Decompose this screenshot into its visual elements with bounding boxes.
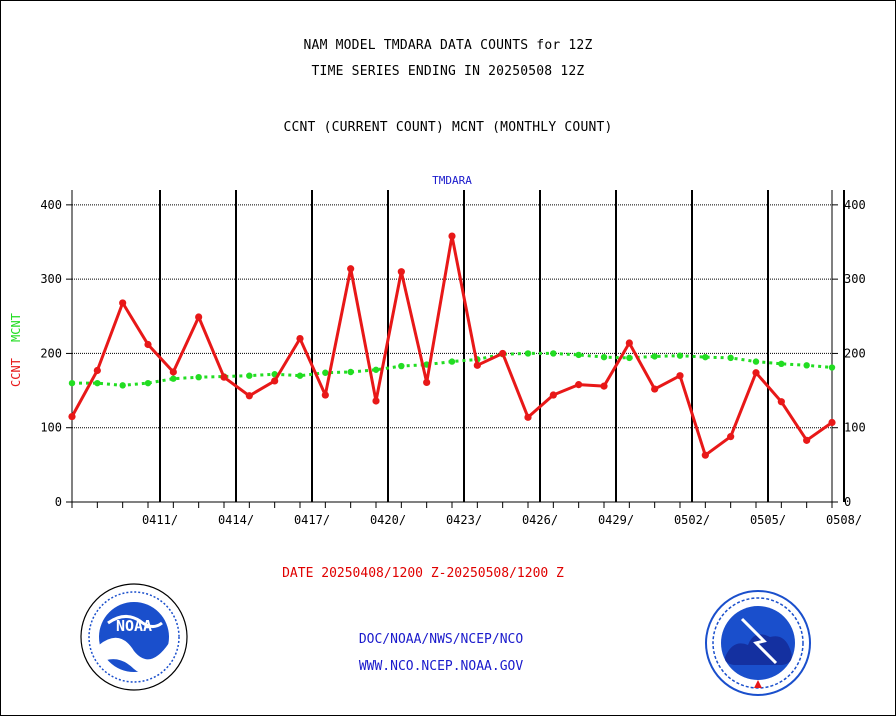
data-point-mcnt [828,364,836,371]
data-point-ccnt [828,418,836,427]
data-point-mcnt [347,368,354,376]
data-point-mcnt [575,351,582,359]
data-point-ccnt [701,451,709,459]
data-point-mcnt [195,374,202,381]
x-tick-label: 0426/ [522,513,558,527]
data-point-mcnt [752,358,760,365]
nws-logo-icon [704,589,812,697]
data-point-mcnt [246,372,253,379]
data-point-mcnt [626,354,633,362]
y-tick-label-right: 0 [844,495,851,509]
header-title-line3: CCNT (CURRENT COUNT) MCNT (MONTHLY COUNT… [283,120,613,135]
y-tick-label-left: 300 [40,272,62,286]
data-point-ccnt [93,366,101,375]
data-point-ccnt [245,392,253,400]
header-title-line1: NAM MODEL TMDARA DATA COUNTS for 12Z [303,38,593,53]
series-line-ccnt [70,234,833,457]
data-point-ccnt [575,381,583,389]
data-point-mcnt [448,358,456,365]
y-axis-label-ccnt: CCNT [9,358,23,387]
data-point-mcnt [727,354,734,362]
data-point-ccnt [676,372,684,380]
data-point-ccnt [220,373,228,381]
header-title-line2: TIME SERIES ENDING IN 20250508 12Z [311,64,585,79]
data-point-ccnt [296,334,304,343]
data-point-mcnt [550,350,557,357]
data-point-mcnt [119,382,126,389]
data-point-ccnt [144,340,152,349]
data-point-ccnt [549,391,557,399]
data-point-ccnt [752,369,760,377]
data-point-ccnt [777,398,785,406]
y-tick-label-right: 300 [844,272,866,286]
data-point-mcnt [702,353,709,361]
data-point-ccnt [169,368,177,376]
data-point-ccnt [625,339,633,347]
y-axis-label-mcnt: MCNT [9,313,23,342]
data-point-mcnt [524,350,532,357]
data-point-mcnt [778,360,785,368]
data-point-mcnt [803,362,810,369]
y-tick-label-right: 200 [844,346,866,360]
data-point-mcnt [68,379,76,387]
x-tick-label: 0429/ [598,513,634,527]
y-tick-label-left: 0 [55,495,62,509]
data-point-ccnt [499,349,507,358]
y-tick-label-left: 200 [40,346,62,360]
data-point-mcnt [296,372,304,379]
x-tick-label: 0505/ [750,513,786,527]
footer-link-website[interactable]: WWW.NCO.NCEP.NOAA.GOV [358,659,524,674]
x-tick-label: 0417/ [294,513,330,527]
data-point-ccnt [423,378,431,386]
footer-link-doc[interactable]: DOC/NOAA/NWS/NCEP/NCO [358,632,524,647]
data-point-ccnt [524,413,532,421]
series-line-mcnt [72,351,833,387]
x-tick-label: 0423/ [446,513,482,527]
noaa-logo-text: NOAA [116,617,152,635]
data-point-mcnt [398,362,405,370]
data-point-ccnt [803,436,811,444]
data-point-ccnt [119,299,127,307]
date-range-label: DATE 20250408/1200 Z-20250508/1200 Z [282,566,564,581]
data-point-ccnt [321,391,329,399]
data-point-mcnt [651,353,658,360]
data-point-ccnt [347,265,355,273]
data-point-ccnt [68,412,76,421]
axis-layer: 0 0 100 100 200 200 300 300 400 400 0411/0414/0417… [40,190,866,527]
data-point-mcnt [372,366,380,373]
x-tick-label: 0420/ [370,513,406,527]
data-point-ccnt [372,397,380,405]
data-point-ccnt [473,361,481,369]
grid-layer [72,190,845,502]
chart-title: TMDARA [432,174,472,187]
data-point-ccnt [600,382,608,390]
x-tick-label: 0411/ [142,513,178,527]
data-point-ccnt [651,385,659,393]
series-layer [68,232,836,459]
data-point-mcnt [170,375,177,382]
data-point-mcnt [322,369,329,376]
data-point-mcnt [94,379,101,387]
data-point-ccnt [727,433,735,441]
x-tick-label: 0414/ [218,513,254,527]
data-point-ccnt [397,268,405,276]
data-point-ccnt [195,313,203,321]
time-series-chart: TMDARA 0 0 100 100 200 200 300 300 400 400 0411/04… [9,174,866,527]
y-tick-label-left: 400 [40,198,62,212]
y-tick-label-right: 400 [844,198,866,212]
data-point-ccnt [271,377,279,385]
y-tick-label-right: 100 [844,421,866,435]
data-point-mcnt [144,379,152,387]
x-tick-label: 0502/ [674,513,710,527]
y-tick-label-left: 100 [40,421,62,435]
x-tick-label: 0508/ [826,513,862,527]
noaa-logo-icon: NOAA [80,583,188,691]
data-point-mcnt [600,353,608,361]
data-point-mcnt [676,352,684,359]
data-point-ccnt [448,232,456,240]
